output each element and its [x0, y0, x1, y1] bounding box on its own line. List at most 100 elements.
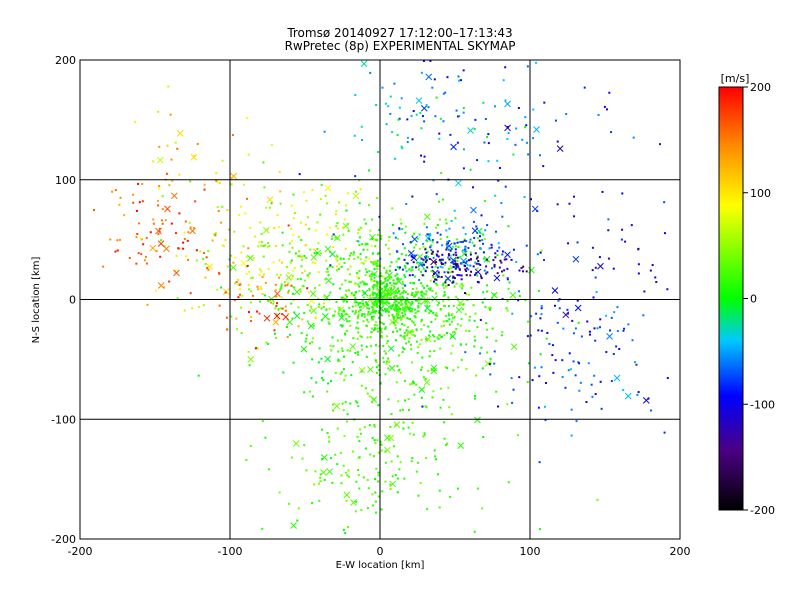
data-point	[337, 359, 340, 362]
data-point	[600, 407, 603, 410]
data-point	[344, 279, 347, 282]
data-point	[307, 291, 310, 294]
data-point	[565, 113, 568, 116]
data-point	[408, 308, 411, 311]
data-point	[304, 244, 307, 247]
data-point	[245, 255, 248, 258]
data-point	[485, 284, 488, 287]
data-point	[408, 274, 411, 277]
data-point	[464, 233, 467, 236]
data-point	[373, 310, 376, 313]
data-point	[481, 301, 484, 304]
data-point	[454, 245, 457, 248]
data-point	[449, 254, 452, 257]
data-point	[352, 337, 355, 340]
data-point	[556, 321, 559, 324]
data-point	[358, 243, 361, 246]
data-point	[232, 261, 235, 264]
data-point	[431, 396, 434, 399]
data-point	[364, 447, 367, 450]
data-point	[394, 303, 397, 306]
data-point	[465, 261, 468, 264]
data-point	[558, 307, 561, 310]
data-point	[161, 195, 164, 198]
data-point	[437, 255, 440, 258]
data-point	[527, 320, 530, 323]
data-point	[183, 231, 186, 234]
data-point	[358, 179, 361, 182]
data-point	[323, 130, 326, 133]
data-point	[477, 281, 480, 284]
data-point	[446, 236, 449, 239]
data-point	[313, 252, 316, 255]
data-point	[497, 405, 500, 408]
data-point	[504, 185, 507, 188]
data-point	[262, 244, 265, 247]
data-point	[325, 233, 328, 236]
data-point	[422, 245, 425, 248]
data-point	[435, 253, 438, 256]
data-point	[413, 246, 416, 249]
data-point	[211, 239, 214, 242]
data-point	[356, 275, 359, 278]
data-point-cross	[423, 213, 431, 221]
data-point	[599, 326, 602, 329]
data-point	[392, 308, 395, 311]
data-point	[398, 228, 401, 231]
data-point	[296, 519, 299, 522]
data-point	[245, 265, 248, 268]
data-point	[423, 222, 426, 225]
data-point	[142, 243, 145, 246]
data-point	[380, 293, 383, 296]
data-point	[411, 307, 414, 310]
data-point	[353, 312, 356, 315]
data-point	[460, 282, 463, 285]
data-point	[557, 299, 560, 302]
data-point	[445, 222, 448, 225]
data-point	[484, 229, 487, 232]
data-point-cross	[431, 295, 438, 303]
data-point	[452, 253, 455, 256]
data-point	[385, 286, 388, 289]
data-point	[344, 471, 347, 474]
data-point	[450, 314, 453, 317]
data-point-cross	[474, 268, 482, 276]
data-point-cross	[360, 60, 368, 68]
data-point	[446, 76, 449, 79]
data-point	[327, 382, 330, 385]
data-point	[260, 288, 263, 291]
data-point	[540, 329, 543, 332]
data-point	[384, 373, 387, 376]
data-point	[429, 330, 432, 333]
data-point	[505, 258, 508, 261]
data-point	[436, 250, 439, 253]
data-point-cross	[450, 143, 457, 151]
data-point	[349, 265, 352, 268]
data-point	[593, 374, 596, 377]
data-point	[380, 235, 383, 238]
data-point	[446, 240, 449, 243]
data-point	[399, 334, 402, 337]
data-point	[433, 335, 436, 338]
data-point	[344, 333, 347, 336]
data-point	[141, 200, 144, 203]
data-point	[543, 405, 546, 408]
data-point	[436, 254, 439, 257]
data-point	[383, 289, 386, 292]
data-point	[363, 313, 366, 316]
data-point	[336, 259, 339, 262]
data-point	[416, 310, 419, 313]
data-point	[258, 312, 261, 315]
data-point	[401, 351, 404, 354]
data-point	[429, 350, 432, 353]
data-point	[319, 480, 322, 483]
data-point	[163, 286, 166, 289]
data-point	[453, 316, 456, 319]
data-point	[167, 85, 170, 88]
data-point-cross	[484, 360, 492, 367]
data-point	[501, 297, 504, 300]
data-point	[456, 263, 459, 266]
data-point	[338, 263, 341, 266]
data-point	[634, 361, 637, 364]
